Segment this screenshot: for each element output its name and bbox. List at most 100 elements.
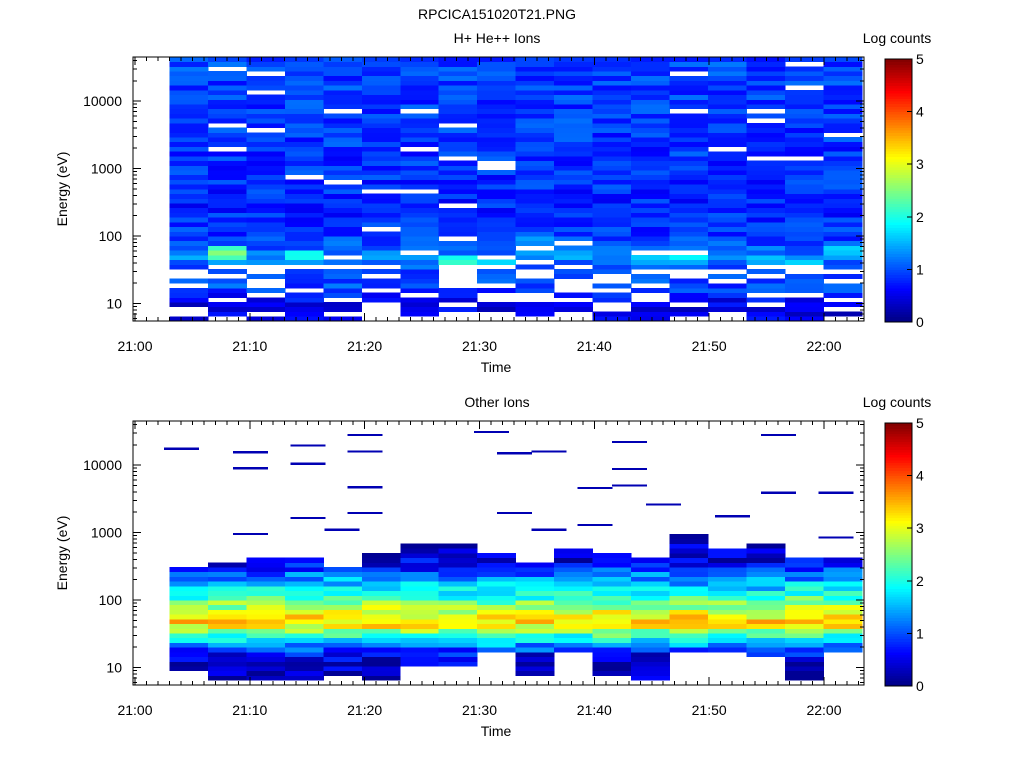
heatmap-cell <box>708 184 747 190</box>
heatmap-cell <box>823 207 863 213</box>
heatmap-cell <box>823 604 863 610</box>
heatmap-cell <box>631 675 670 681</box>
heatmap-cell <box>631 113 670 119</box>
panel-top-y-label: Energy (eV) <box>54 152 70 227</box>
heatmap-cell <box>323 66 363 72</box>
heatmap-cell <box>669 165 709 171</box>
heatmap-cell <box>207 288 247 294</box>
heatmap-cell <box>361 571 401 577</box>
heatmap-cell <box>438 259 478 265</box>
heatmap-cell <box>669 543 709 549</box>
heatmap-cell <box>631 562 670 568</box>
heatmap-cell <box>515 647 555 653</box>
heatmap-cell <box>284 61 324 67</box>
heatmap-cell <box>708 628 747 634</box>
heatmap-cell <box>400 151 440 157</box>
heatmap-cell <box>284 132 324 138</box>
heatmap-cell <box>631 302 670 308</box>
heatmap-cell <box>592 240 632 246</box>
colorbar-segment <box>885 554 912 558</box>
heatmap-cell <box>669 571 709 577</box>
heatmap-cell <box>246 656 286 662</box>
heatmap-cell <box>823 99 863 105</box>
heatmap-cell <box>708 255 747 261</box>
colorbar-segment <box>885 82 912 86</box>
heatmap-cell <box>515 203 555 209</box>
heatmap-cell <box>438 633 478 639</box>
colorbar-tick-label: 0 <box>916 678 924 694</box>
heatmap-cell <box>823 250 863 256</box>
colorbar-segment <box>885 488 912 492</box>
heatmap-cell <box>169 104 209 110</box>
heatmap-cell <box>785 571 824 577</box>
heatmap-cell <box>323 567 363 573</box>
heatmap-cell <box>592 61 632 67</box>
heatmap-cell <box>400 600 440 606</box>
heatmap-cell <box>515 127 555 133</box>
heatmap-cell <box>246 170 286 176</box>
heatmap-cell <box>515 609 555 615</box>
heatmap-cell <box>592 595 632 601</box>
colorbar-segment <box>885 285 912 289</box>
heatmap-cell <box>746 609 786 615</box>
heatmap-cell <box>207 259 247 265</box>
heatmap-cell <box>246 609 286 615</box>
heatmap-cell <box>823 71 863 77</box>
heatmap-cell <box>669 586 709 592</box>
heatmap-cell <box>631 222 670 228</box>
heatmap-cell <box>207 571 247 577</box>
heatmap-cell <box>361 66 401 72</box>
heatmap-cell <box>515 240 555 246</box>
heatmap-cell <box>631 132 670 138</box>
heatmap-cell <box>246 123 286 129</box>
colorbar-segment <box>885 145 912 149</box>
heatmap-cell <box>515 189 555 195</box>
heatmap-cell <box>400 160 440 166</box>
heatmap-cell <box>400 245 440 251</box>
heatmap-cell <box>323 174 363 180</box>
heatmap-cell <box>400 57 440 63</box>
colorbar-segment <box>885 240 912 244</box>
heatmap-cell <box>207 609 247 615</box>
heatmap-cell <box>592 586 632 592</box>
heatmap-cell <box>515 661 555 667</box>
heatmap-cell <box>438 306 478 312</box>
heatmap-cell <box>246 302 286 308</box>
heatmap-cell <box>207 222 247 228</box>
heatmap-cell <box>592 151 632 157</box>
heatmap-cell <box>169 264 209 270</box>
heatmap-cell <box>169 647 209 653</box>
heatmap-cell <box>515 85 555 91</box>
heatmap-cell <box>400 628 440 634</box>
heatmap-cell <box>785 179 824 185</box>
heatmap-cell <box>361 250 401 256</box>
heatmap-cell <box>746 269 786 275</box>
heatmap-cell <box>515 637 555 643</box>
colorbar-segment <box>885 430 912 435</box>
heatmap-cell <box>400 75 440 81</box>
sparse-count-line <box>347 433 383 437</box>
colorbar-tick-label: 3 <box>916 520 924 536</box>
heatmap-cell <box>361 637 401 643</box>
heatmap-cell <box>246 212 286 218</box>
colorbar-segment <box>885 575 912 579</box>
heatmap-cell <box>284 198 324 204</box>
heatmap-cell <box>284 104 324 110</box>
heatmap-cell <box>708 264 747 270</box>
heatmap-cell <box>400 567 440 573</box>
colorbar-segment <box>885 438 912 442</box>
heatmap-cell <box>438 609 478 615</box>
heatmap-cell <box>438 581 478 587</box>
colorbar-segment <box>885 643 912 648</box>
heatmap-cell <box>169 231 209 237</box>
heatmap-cell <box>554 85 593 91</box>
heatmap-cell <box>477 184 517 190</box>
heatmap-cell <box>246 156 286 162</box>
heatmap-cell <box>323 628 363 634</box>
heatmap-cell <box>554 203 593 209</box>
heatmap-cell <box>438 288 478 294</box>
sparse-count-line <box>531 528 567 531</box>
heatmap-cell <box>669 80 709 86</box>
heatmap-cell <box>785 647 824 653</box>
heatmap-cell <box>361 628 401 634</box>
